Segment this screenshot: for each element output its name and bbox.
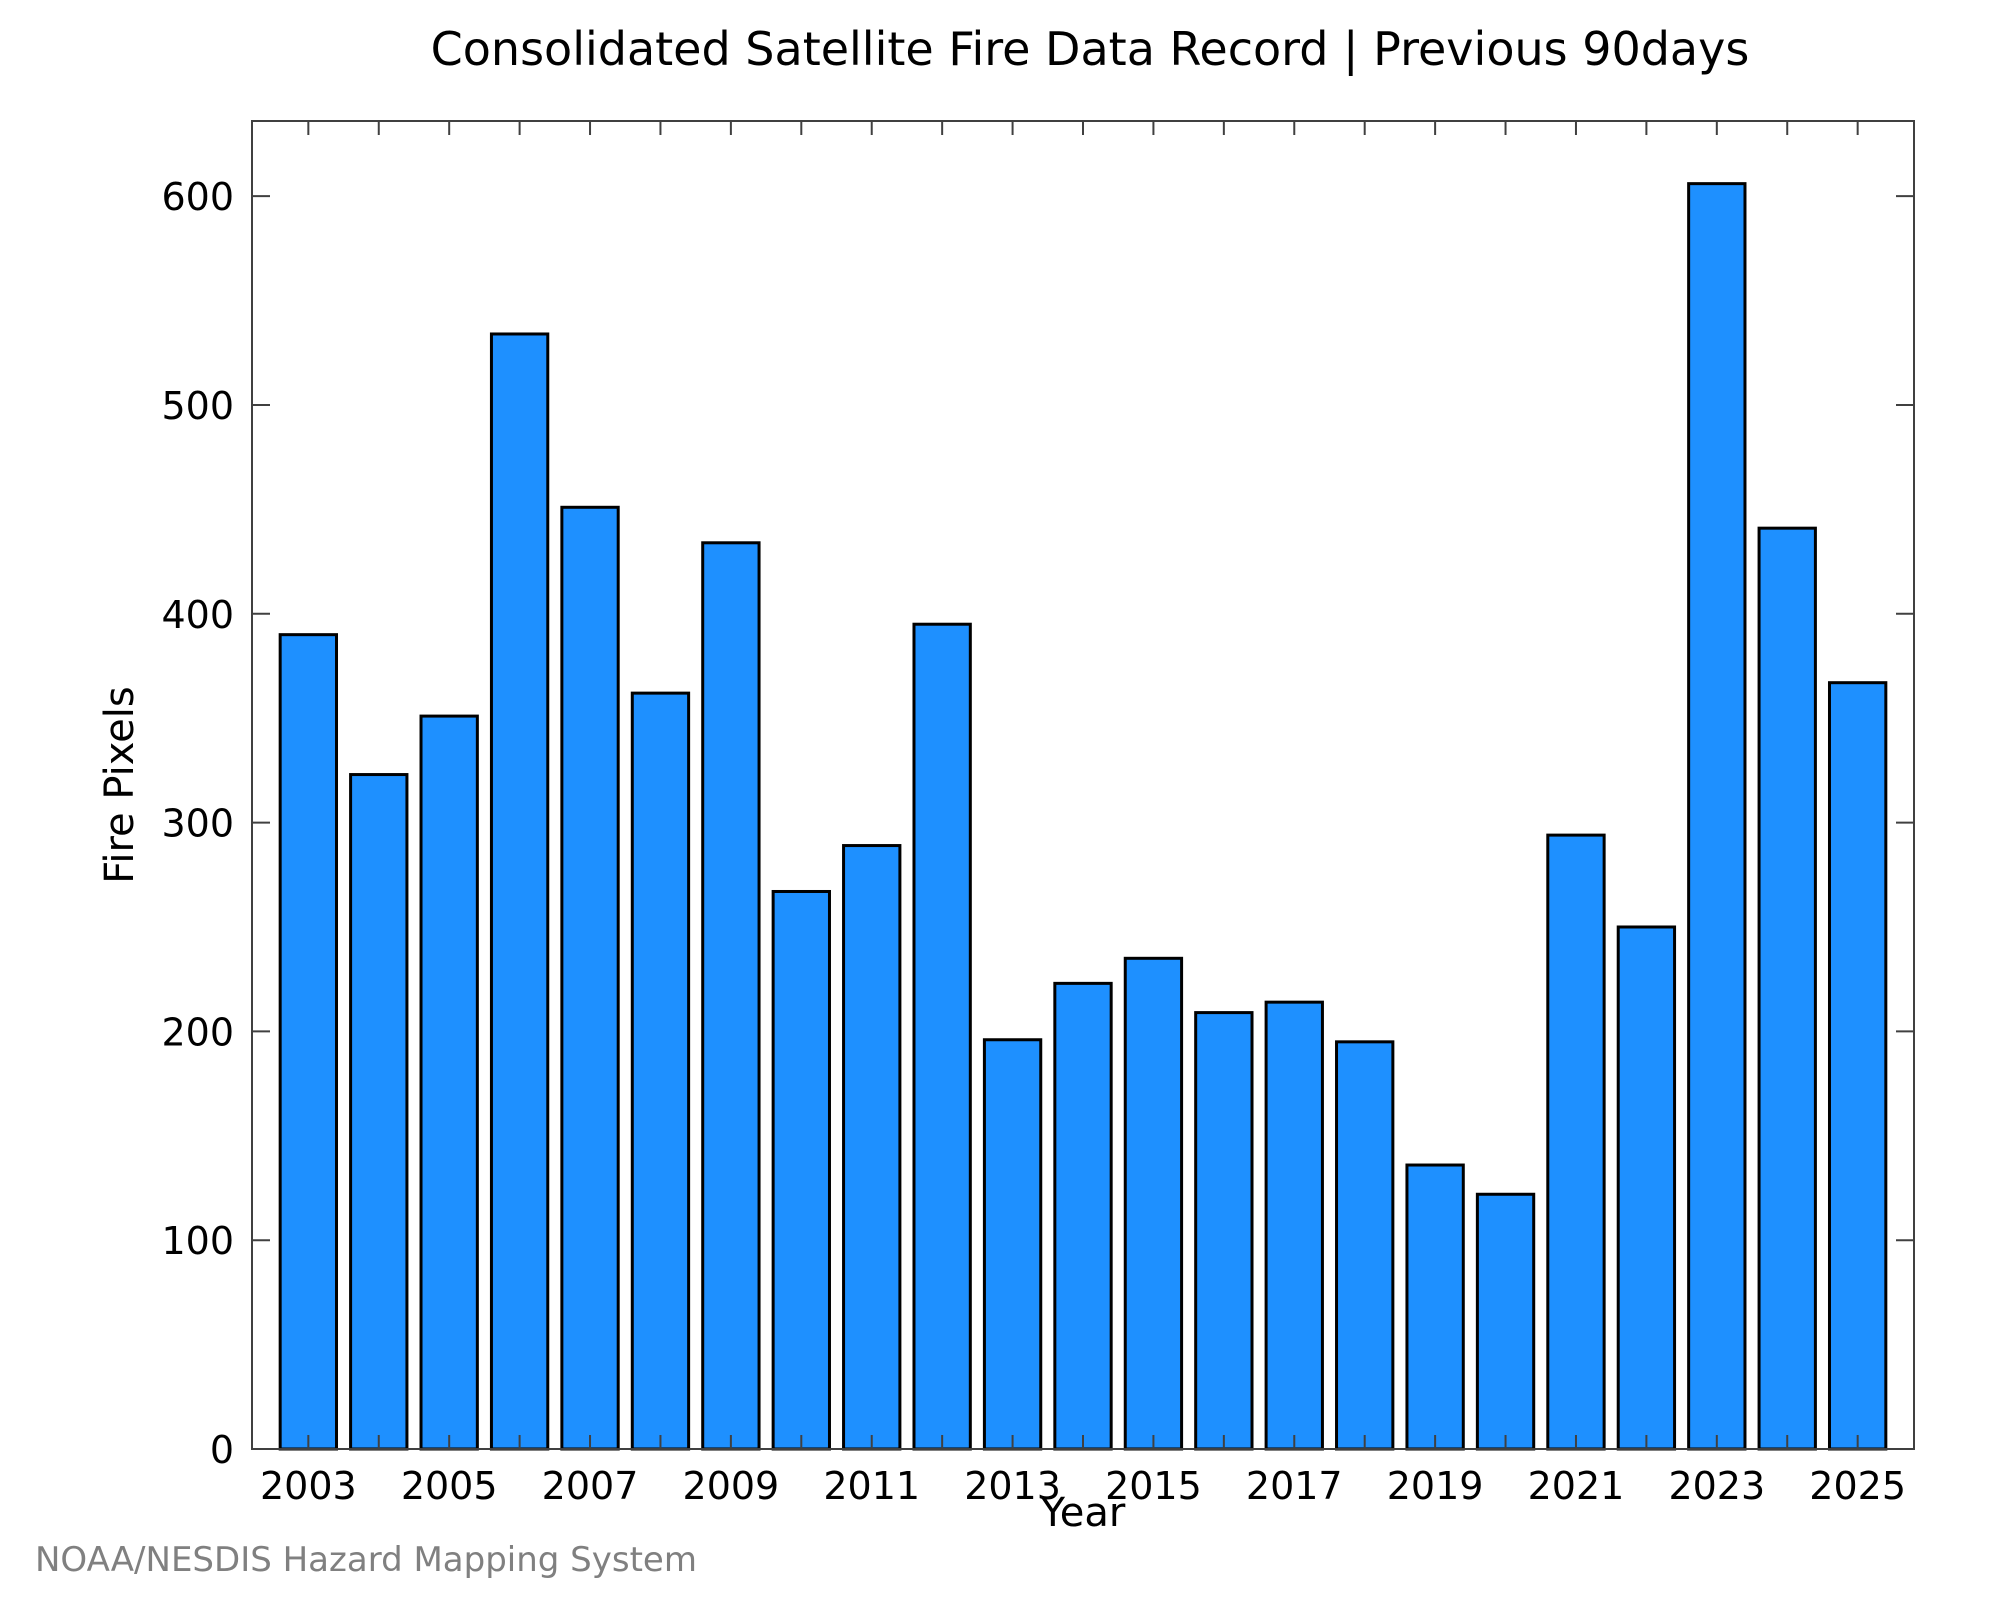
x-axis-label: Year	[1040, 1490, 1126, 1536]
x-tick-label-2023: 2023	[1668, 1464, 1765, 1508]
bar-2017	[1264, 1000, 1324, 1451]
y-tick-label-600: 600	[161, 175, 234, 219]
x-tick-label-2013: 2013	[964, 1464, 1061, 1508]
bar-2024	[1757, 526, 1817, 1451]
y-tick-label-300: 300	[161, 802, 234, 846]
x-tick-label-2017: 2017	[1246, 1464, 1343, 1508]
bar-2021	[1546, 833, 1606, 1451]
bar-2013	[982, 1038, 1043, 1451]
bar-2004	[349, 773, 409, 1451]
x-tick-label-2009: 2009	[683, 1464, 780, 1508]
bar-2008	[630, 691, 691, 1451]
x-tick-label-2015: 2015	[1105, 1464, 1202, 1508]
ticks-group: 0 100 200 300 400 500 600 2003 2005 2007 2009 2011 2…	[161, 121, 1914, 1508]
y-tick-label-500: 500	[161, 384, 234, 428]
x-tick-label-2011: 2011	[823, 1464, 920, 1508]
bar-2003	[278, 633, 339, 1451]
bar-2012	[912, 622, 972, 1451]
bar-2019	[1405, 1163, 1465, 1451]
x-tick-label-2019: 2019	[1387, 1464, 1484, 1508]
bar-2020	[1475, 1192, 1536, 1451]
y-tick-label-100: 100	[161, 1219, 234, 1263]
bar-2006	[489, 332, 550, 1451]
bar-2023	[1687, 182, 1747, 1451]
bar-2014	[1053, 981, 1113, 1451]
bar-2009	[701, 541, 761, 1451]
bar-2016	[1194, 1011, 1254, 1451]
bar-2022	[1616, 925, 1677, 1451]
bar-2018	[1335, 1040, 1395, 1451]
plot-frame	[251, 120, 1915, 1450]
y-tick-label-0: 0	[210, 1428, 234, 1472]
x-tick-label-2003: 2003	[260, 1464, 357, 1508]
bar-2005	[419, 714, 479, 1451]
y-tick-label-400: 400	[161, 593, 234, 637]
x-tick-label-2025: 2025	[1809, 1464, 1906, 1508]
x-tick-label-2005: 2005	[401, 1464, 498, 1508]
footer-credit: NOAA/NESDIS Hazard Mapping System	[35, 1540, 697, 1580]
bar-2015	[1123, 956, 1184, 1451]
chart-title: Consolidated Satellite Fire Data Record …	[430, 22, 1750, 76]
bar-2011	[842, 844, 902, 1451]
x-tick-label-2007: 2007	[542, 1464, 639, 1508]
y-tick-label-200: 200	[161, 1010, 234, 1054]
bar-2010	[771, 889, 831, 1451]
bars-group	[278, 182, 1888, 1451]
bar-2007	[560, 505, 620, 1451]
x-tick-label-2021: 2021	[1528, 1464, 1625, 1508]
bar-2025	[1827, 681, 1888, 1451]
